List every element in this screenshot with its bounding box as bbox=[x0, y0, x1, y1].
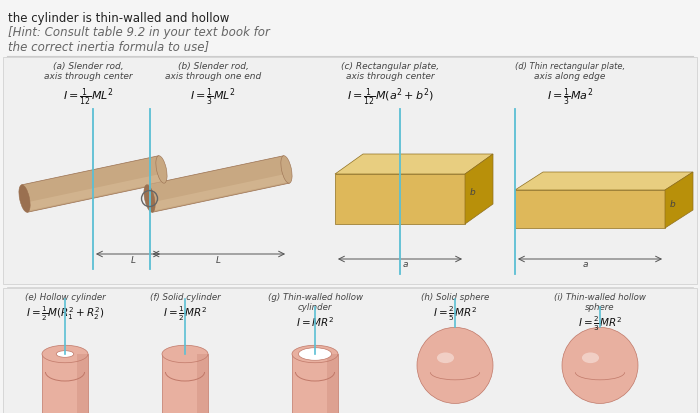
Polygon shape bbox=[326, 354, 338, 413]
Polygon shape bbox=[335, 154, 493, 175]
Ellipse shape bbox=[144, 185, 155, 213]
Circle shape bbox=[562, 328, 638, 404]
Circle shape bbox=[417, 328, 493, 404]
Text: $I = \frac{1}{3}ML^2$: $I = \frac{1}{3}ML^2$ bbox=[190, 87, 236, 108]
Text: $I = \frac{1}{2}MR^2$: $I = \frac{1}{2}MR^2$ bbox=[163, 304, 207, 323]
Text: b: b bbox=[470, 188, 476, 197]
Text: sphere: sphere bbox=[585, 302, 615, 311]
Text: axis through center: axis through center bbox=[43, 72, 132, 81]
Text: [Hint: Consult table 9.2 in your text book for: [Hint: Consult table 9.2 in your text bo… bbox=[8, 26, 270, 39]
Text: (e) Hollow cylinder: (e) Hollow cylinder bbox=[25, 292, 105, 301]
Polygon shape bbox=[162, 354, 208, 413]
Text: $I = \frac{2}{3}MR^2$: $I = \frac{2}{3}MR^2$ bbox=[578, 314, 622, 332]
Ellipse shape bbox=[162, 345, 208, 363]
Text: (g) Thin-walled hollow: (g) Thin-walled hollow bbox=[267, 292, 363, 301]
Text: axis along edge: axis along edge bbox=[534, 72, 606, 81]
Text: axis through one end: axis through one end bbox=[165, 72, 261, 81]
Text: L: L bbox=[216, 255, 220, 264]
Ellipse shape bbox=[582, 353, 599, 363]
Polygon shape bbox=[515, 190, 665, 228]
Text: the cylinder is thin-walled and hollow: the cylinder is thin-walled and hollow bbox=[8, 12, 230, 25]
Text: $I = \frac{1}{2}M(R_1^2 + R_2^2)$: $I = \frac{1}{2}M(R_1^2 + R_2^2)$ bbox=[26, 304, 104, 323]
Ellipse shape bbox=[56, 351, 74, 358]
Text: b: b bbox=[670, 199, 676, 209]
Text: L: L bbox=[130, 255, 136, 264]
Text: cylinder: cylinder bbox=[298, 302, 332, 311]
Text: (h) Solid sphere: (h) Solid sphere bbox=[421, 292, 489, 301]
Ellipse shape bbox=[281, 157, 292, 184]
Text: the correct inertia formula to use]: the correct inertia formula to use] bbox=[8, 40, 209, 53]
Polygon shape bbox=[3, 288, 697, 413]
Text: a: a bbox=[402, 259, 407, 268]
Polygon shape bbox=[76, 354, 88, 413]
Polygon shape bbox=[22, 157, 164, 213]
Ellipse shape bbox=[42, 345, 88, 363]
Polygon shape bbox=[197, 354, 208, 413]
Text: (b) Slender rod,: (b) Slender rod, bbox=[178, 62, 248, 71]
Polygon shape bbox=[150, 174, 289, 211]
Text: $I = \frac{2}{5}MR^2$: $I = \frac{2}{5}MR^2$ bbox=[433, 304, 477, 323]
Text: $I = MR^2$: $I = MR^2$ bbox=[295, 314, 335, 328]
Text: (c) Rectangular plate,: (c) Rectangular plate, bbox=[341, 62, 439, 71]
Polygon shape bbox=[146, 157, 289, 213]
Ellipse shape bbox=[437, 353, 454, 363]
Text: (d) Thin rectangular plate,: (d) Thin rectangular plate, bbox=[515, 62, 625, 71]
Text: axis through center: axis through center bbox=[346, 72, 434, 81]
Ellipse shape bbox=[298, 348, 332, 361]
Polygon shape bbox=[25, 174, 164, 211]
Polygon shape bbox=[42, 354, 88, 413]
Polygon shape bbox=[665, 173, 693, 228]
Text: $I = \frac{1}{12}M(a^2 + b^2)$: $I = \frac{1}{12}M(a^2 + b^2)$ bbox=[346, 87, 433, 108]
Ellipse shape bbox=[19, 185, 30, 213]
Polygon shape bbox=[515, 173, 693, 190]
Text: $I = \frac{1}{12}ML^2$: $I = \frac{1}{12}ML^2$ bbox=[62, 87, 113, 108]
Polygon shape bbox=[292, 354, 338, 413]
Polygon shape bbox=[335, 175, 465, 224]
Text: (a) Slender rod,: (a) Slender rod, bbox=[52, 62, 123, 71]
Ellipse shape bbox=[292, 345, 338, 363]
Text: (f) Solid cylinder: (f) Solid cylinder bbox=[150, 292, 220, 301]
Polygon shape bbox=[465, 154, 493, 224]
Text: $I = \frac{1}{3}Ma^2$: $I = \frac{1}{3}Ma^2$ bbox=[547, 87, 593, 108]
Text: (i) Thin-walled hollow: (i) Thin-walled hollow bbox=[554, 292, 646, 301]
Polygon shape bbox=[3, 58, 697, 284]
Text: a: a bbox=[582, 259, 588, 268]
Ellipse shape bbox=[156, 157, 167, 184]
